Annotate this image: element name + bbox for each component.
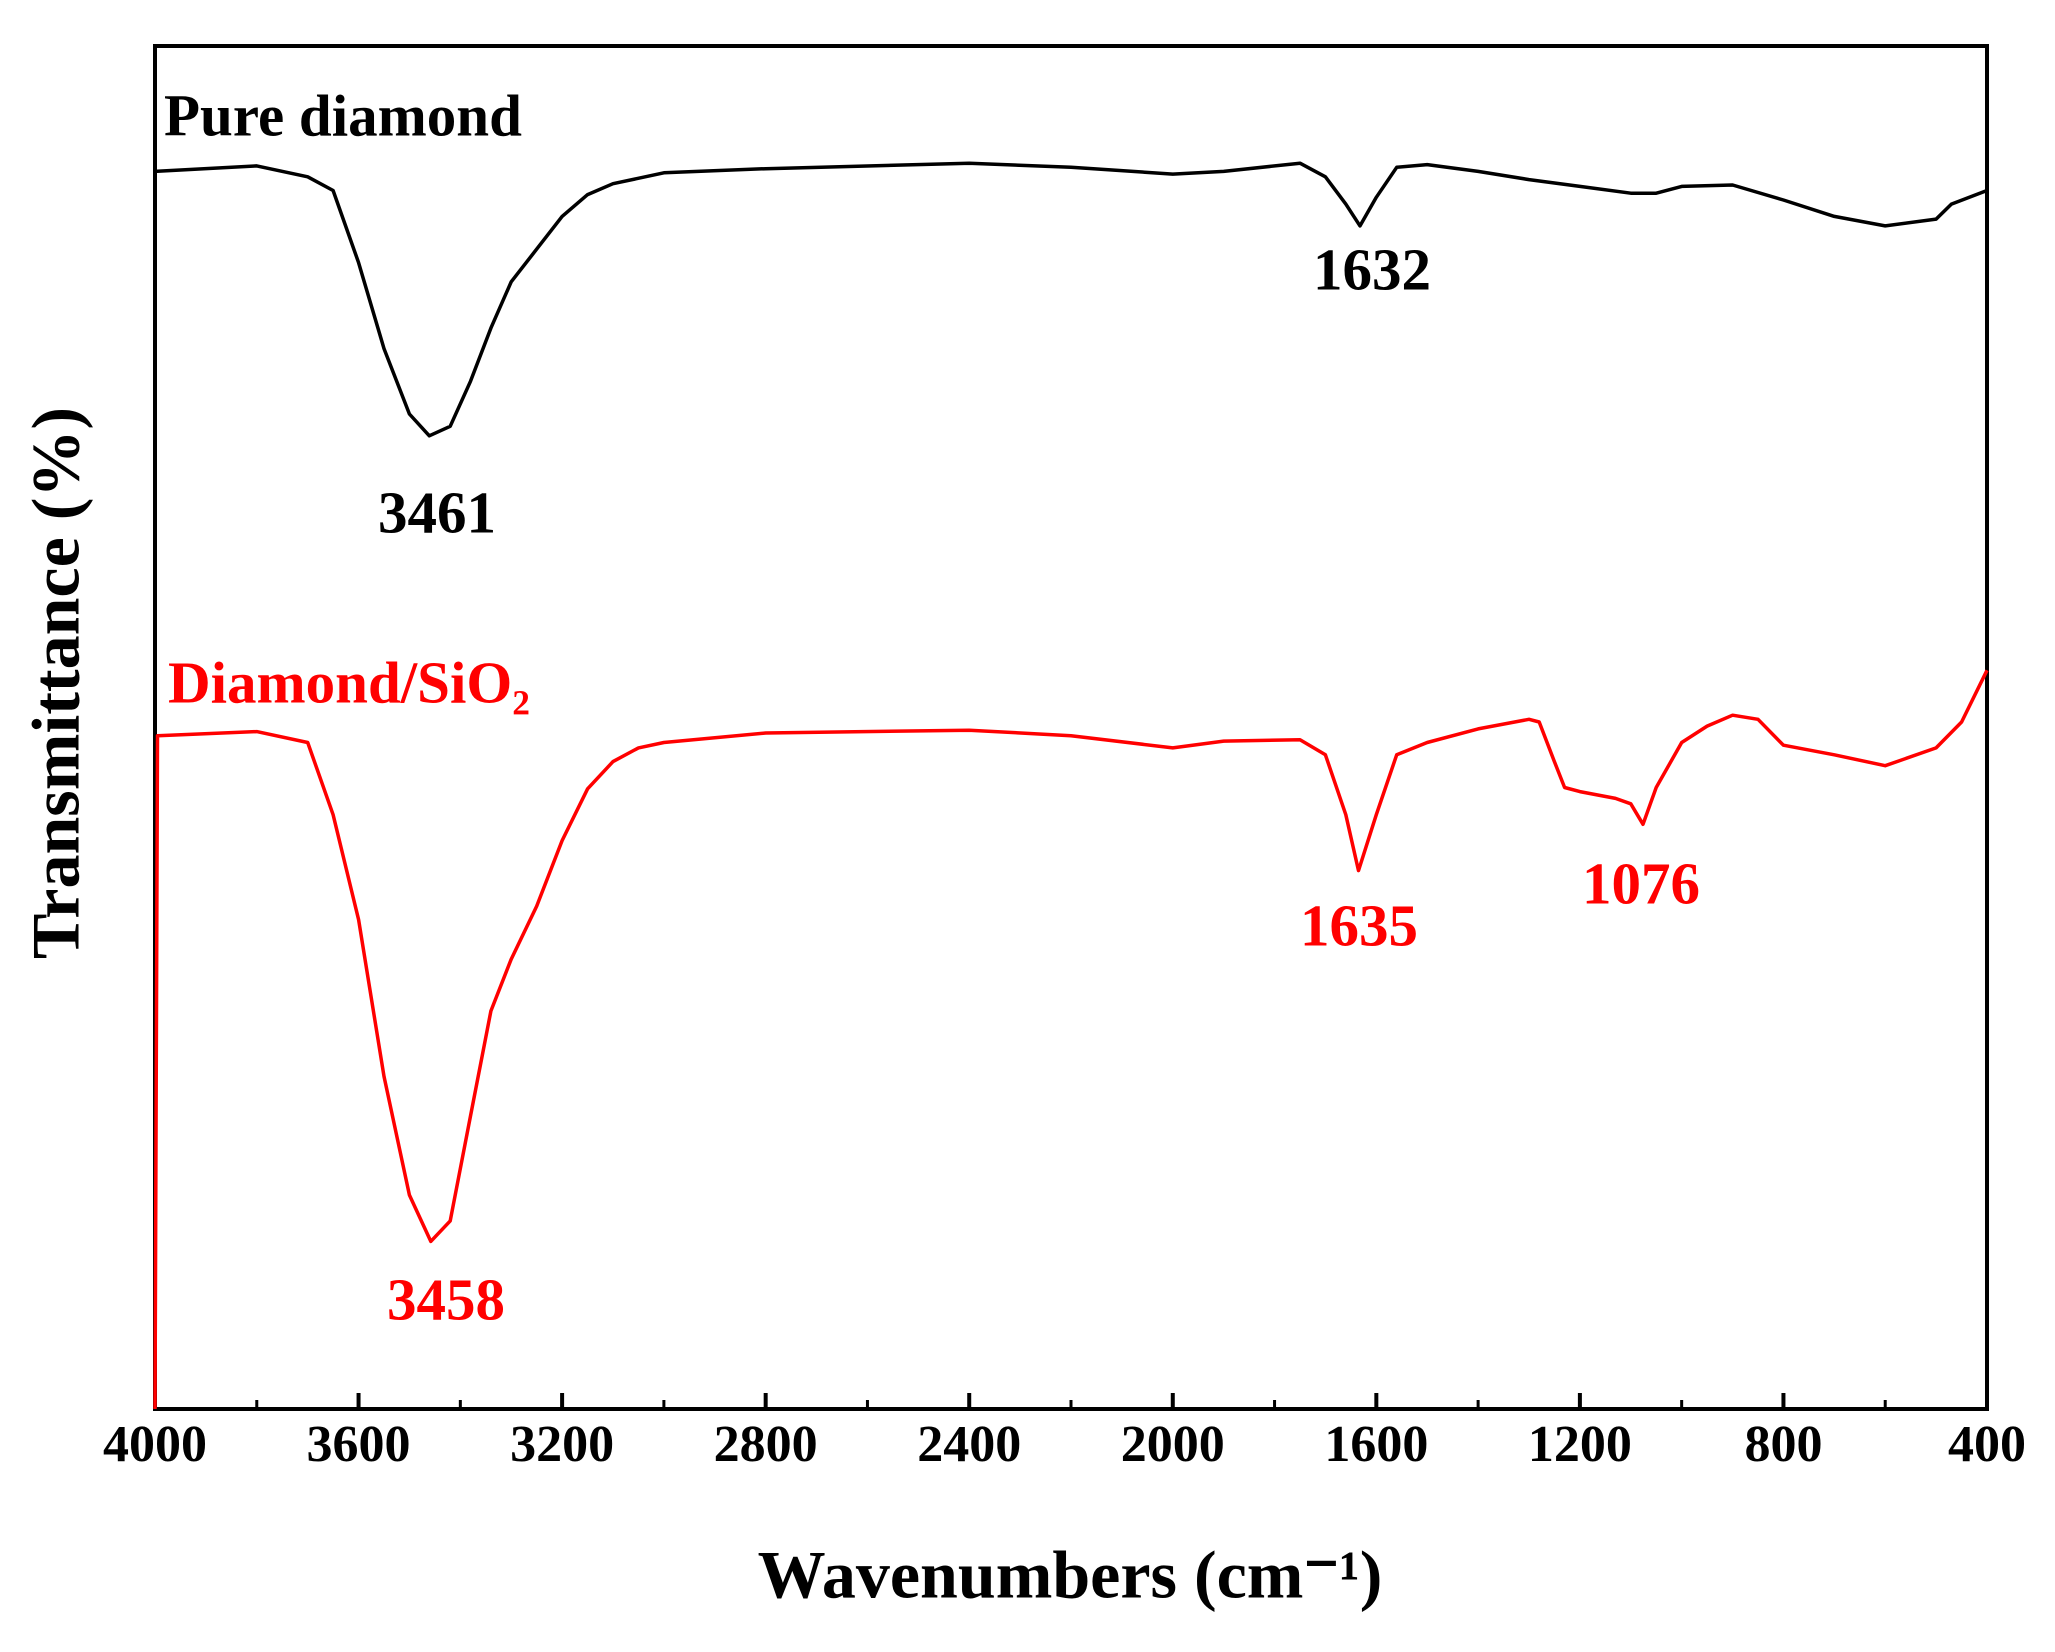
x-axis-label: Wavenumbers (cm⁻¹) — [758, 1537, 1383, 1613]
x-tick-label: 2000 — [1121, 1416, 1225, 1473]
x-tick-label: 800 — [1744, 1416, 1822, 1473]
series-line — [153, 669, 1989, 1410]
x-tick-label: 4000 — [103, 1416, 207, 1473]
peak-label: 1632 — [1313, 237, 1431, 303]
x-tick-label: 400 — [1948, 1416, 2026, 1473]
peak-label: 1635 — [1300, 893, 1418, 959]
x-tick-label: 2800 — [714, 1416, 818, 1473]
plot-frame — [153, 44, 1989, 1411]
peak-label: 3458 — [387, 1267, 505, 1333]
peak-label: 3461 — [378, 480, 496, 546]
series-line — [154, 161, 1988, 438]
peak-label: 1076 — [1582, 851, 1700, 917]
series-label: Pure diamond — [164, 83, 522, 149]
x-tick-label: 1200 — [1528, 1416, 1632, 1473]
x-tick-label: 2400 — [917, 1416, 1021, 1473]
x-tick-label: 3600 — [307, 1416, 411, 1473]
y-axis-label: Transmittance (%) — [18, 407, 94, 959]
x-tick-label: 1600 — [1324, 1416, 1428, 1473]
series-label: Diamond/SiO₂ — [168, 650, 530, 716]
x-tick-label: 3200 — [510, 1416, 614, 1473]
